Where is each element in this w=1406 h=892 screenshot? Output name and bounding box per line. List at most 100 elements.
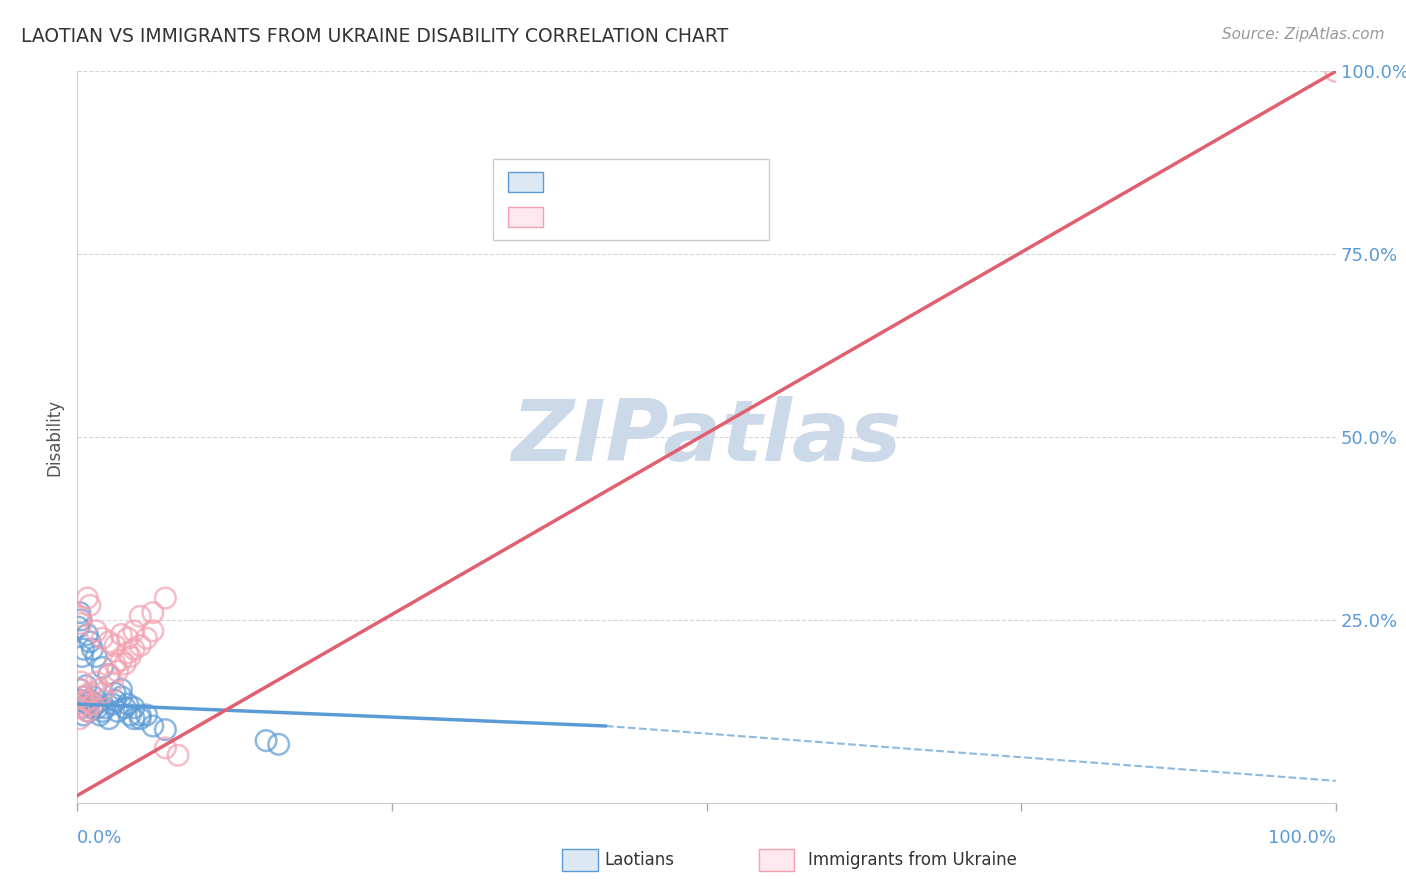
Point	[89, 682, 111, 697]
Point	[73, 700, 96, 714]
Point	[79, 635, 101, 649]
Text: Laotians: Laotians	[605, 851, 675, 869]
Point	[142, 624, 165, 638]
Point	[70, 675, 93, 690]
Point	[76, 591, 98, 605]
Point	[79, 686, 101, 700]
Point	[267, 737, 290, 751]
Point	[167, 748, 190, 763]
Point	[117, 632, 139, 646]
Point	[91, 632, 114, 646]
Point	[67, 700, 90, 714]
Bar	[562, 849, 598, 871]
Point	[75, 693, 97, 707]
Point	[94, 700, 117, 714]
Point	[104, 686, 127, 700]
Point	[107, 705, 129, 719]
Point	[142, 719, 165, 733]
Point	[70, 693, 93, 707]
Point	[75, 679, 97, 693]
Point	[79, 693, 101, 707]
FancyBboxPatch shape	[508, 207, 543, 227]
Point	[91, 686, 114, 700]
Point	[70, 613, 93, 627]
Point	[120, 708, 142, 723]
Point	[110, 682, 132, 697]
Point	[122, 642, 145, 657]
Point	[86, 700, 108, 714]
Point	[84, 675, 107, 690]
Text: ZIPatlas: ZIPatlas	[512, 395, 901, 479]
Point	[122, 712, 145, 726]
Bar	[759, 849, 794, 871]
Point	[72, 642, 94, 657]
Point	[84, 649, 107, 664]
Point	[97, 667, 120, 681]
Point	[110, 690, 132, 704]
Point	[76, 705, 98, 719]
Point	[1324, 64, 1347, 78]
Point	[122, 700, 145, 714]
FancyBboxPatch shape	[492, 159, 769, 240]
Y-axis label: Disability: Disability	[45, 399, 63, 475]
Point	[76, 697, 98, 711]
Point	[129, 609, 152, 624]
Point	[73, 690, 96, 704]
Point	[104, 639, 127, 653]
Point	[79, 599, 101, 613]
Point	[110, 627, 132, 641]
Text: R = -0.159   N = 46: R = -0.159 N = 46	[553, 172, 724, 190]
Point	[135, 632, 157, 646]
Point	[114, 657, 136, 671]
Point	[89, 708, 111, 723]
Text: Source: ZipAtlas.com: Source: ZipAtlas.com	[1222, 27, 1385, 42]
Point	[82, 642, 104, 657]
Point	[117, 697, 139, 711]
Point	[155, 740, 177, 755]
Point	[91, 660, 114, 674]
Point	[104, 693, 127, 707]
Point	[155, 591, 177, 605]
Point	[117, 646, 139, 660]
Point	[129, 712, 152, 726]
Text: LAOTIAN VS IMMIGRANTS FROM UKRAINE DISABILITY CORRELATION CHART: LAOTIAN VS IMMIGRANTS FROM UKRAINE DISAB…	[21, 27, 728, 45]
Point	[129, 639, 152, 653]
Point	[72, 649, 94, 664]
Point	[114, 700, 136, 714]
Point	[254, 733, 277, 747]
Point	[107, 664, 129, 678]
Text: 100.0%: 100.0%	[1268, 830, 1336, 847]
Point	[97, 667, 120, 681]
Point	[97, 712, 120, 726]
Point	[69, 712, 91, 726]
Point	[91, 705, 114, 719]
Point	[110, 653, 132, 667]
Point	[69, 609, 91, 624]
Text: Immigrants from Ukraine: Immigrants from Ukraine	[808, 851, 1018, 869]
Point	[69, 682, 91, 697]
Point	[84, 697, 107, 711]
Point	[82, 700, 104, 714]
Point	[72, 690, 94, 704]
Point	[76, 627, 98, 641]
Point	[83, 690, 105, 704]
Point	[97, 635, 120, 649]
Point	[155, 723, 177, 737]
Point	[67, 620, 90, 634]
Point	[135, 708, 157, 723]
Point	[129, 708, 152, 723]
Point	[72, 700, 94, 714]
Point	[101, 697, 124, 711]
FancyBboxPatch shape	[508, 171, 543, 192]
Point	[72, 697, 94, 711]
Point	[70, 616, 93, 631]
Point	[104, 657, 127, 671]
Text: R =  0.898   N = 43: R = 0.898 N = 43	[553, 207, 723, 225]
Point	[82, 697, 104, 711]
Point	[69, 606, 91, 620]
Text: 0.0%: 0.0%	[77, 830, 122, 847]
Point	[142, 606, 165, 620]
Point	[69, 682, 91, 697]
Point	[72, 708, 94, 723]
Point	[120, 649, 142, 664]
